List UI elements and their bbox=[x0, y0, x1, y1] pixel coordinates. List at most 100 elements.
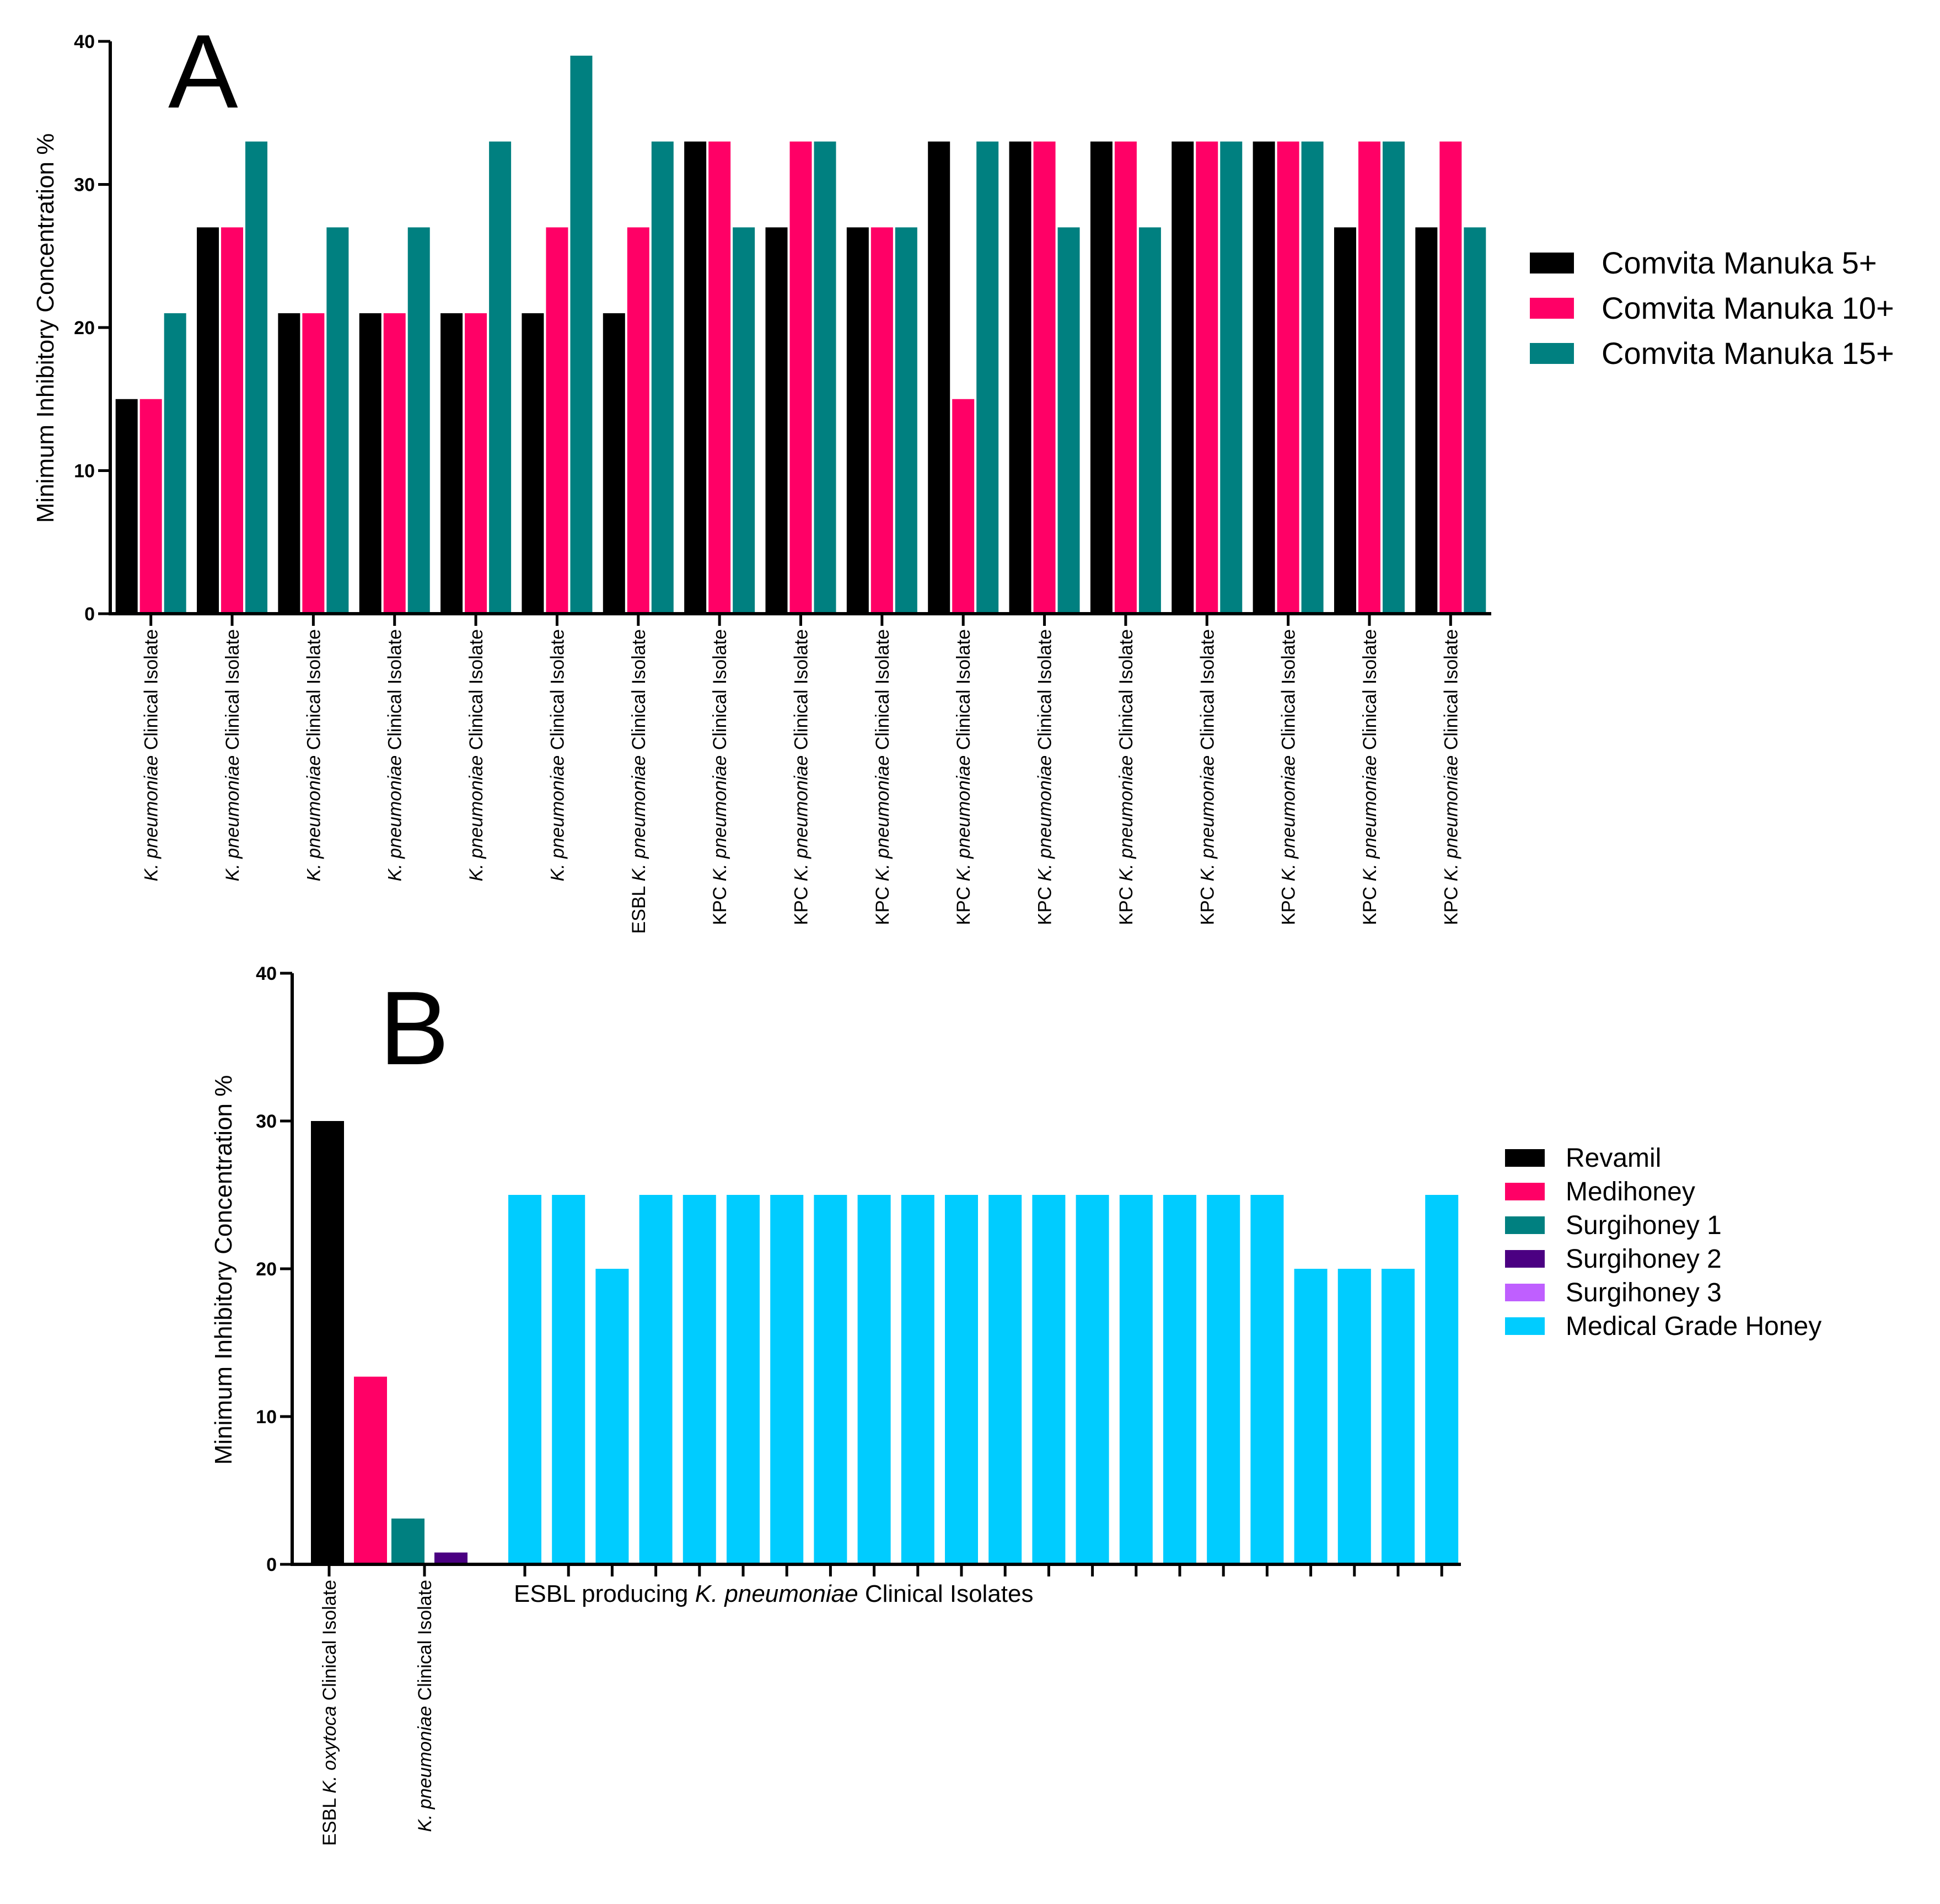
panel-b-bar bbox=[1294, 1269, 1328, 1564]
panel-a-bar bbox=[383, 313, 406, 614]
panel-b-legend-swatch bbox=[1505, 1317, 1545, 1335]
panel-a-category-label-species: K. pneumoniae bbox=[466, 755, 487, 882]
panel-a-bar bbox=[1090, 141, 1113, 614]
panel-a-legend-label: Comvita Manuka 5+ bbox=[1602, 245, 1877, 280]
panel-a-category-label: K. pneumoniae Clinical Isolate bbox=[303, 629, 324, 881]
panel-b-category-label-prefix: ESBL bbox=[319, 1793, 340, 1846]
panel-b-bar bbox=[727, 1195, 760, 1564]
panel-a-category-label-suffix: Clinical Isolate bbox=[1441, 629, 1461, 755]
panel-a-letter: A bbox=[168, 13, 238, 130]
panel-a-bar bbox=[489, 141, 512, 614]
panel-b-bar bbox=[1337, 1269, 1371, 1564]
panel-a-legend: Comvita Manuka 5+ Comvita Manuka 10+ Comvi… bbox=[1530, 245, 1894, 371]
panel-a-legend-swatch bbox=[1530, 253, 1574, 273]
panel-b-legend-label: Surgihoney 3 bbox=[1566, 1278, 1722, 1307]
panel-a-category-label-suffix: Clinical Isolate bbox=[628, 629, 649, 755]
panel-a-chart: A Minimum Inhibitory Concentration % 0 10… bbox=[32, 13, 1894, 934]
panel-a-category-label-suffix: Clinical Isolate bbox=[1116, 629, 1137, 755]
panel-a-bar bbox=[326, 227, 349, 614]
panel-a-category-label-prefix: ESBL bbox=[628, 881, 649, 934]
panel-a-bar bbox=[278, 313, 300, 614]
panel-a-category-label-prefix: KPC bbox=[1278, 881, 1299, 925]
panel-b-legend-swatch bbox=[1505, 1183, 1545, 1200]
panel-a-category-label-suffix: Clinical Isolate bbox=[1359, 629, 1380, 755]
panel-a-category-label: KPC K. pneumoniae Clinical Isolate bbox=[1035, 629, 1056, 925]
panel-a-category-label: K. pneumoniae Clinical Isolate bbox=[547, 629, 568, 881]
panel-b-letter: B bbox=[379, 970, 449, 1087]
panel-a-category-label-species: K. pneumoniae bbox=[222, 755, 243, 882]
panel-a-bar bbox=[952, 399, 975, 614]
panel-a-category-label: K. pneumoniae Clinical Isolate bbox=[385, 629, 406, 881]
panel-a-category-label-suffix: Clinical Isolate bbox=[1278, 629, 1299, 755]
panel-b-group-label: ESBL producing K. pneumoniae Clinical Is… bbox=[514, 1580, 1034, 1607]
panel-a-y-tick-label: 0 bbox=[84, 604, 95, 625]
panel-a-category-label: KPC K. pneumoniae Clinical Isolate bbox=[1197, 629, 1218, 925]
panel-a-bar bbox=[1439, 141, 1462, 614]
panel-a-y-axis-title: Minimum Inhibitory Concentration % bbox=[32, 133, 59, 523]
panel-b-category-label-species: K. oxytoca bbox=[319, 1706, 340, 1794]
panel-a-category-label: K. pneumoniae Clinical Isolate bbox=[466, 629, 487, 881]
panel-a-legend-label: Comvita Manuka 10+ bbox=[1602, 291, 1894, 325]
panel-a-y-tick-label: 20 bbox=[74, 318, 95, 339]
panel-b-category-label: ESBL K. oxytoca Clinical Isolate bbox=[319, 1580, 340, 1846]
panel-b-y-tick-label: 10 bbox=[256, 1407, 277, 1428]
panel-a-category-label: KPC K. pneumoniae Clinical Isolate bbox=[872, 629, 893, 925]
panel-b-bar bbox=[1382, 1269, 1415, 1564]
panel-a-legend-swatch bbox=[1530, 298, 1574, 319]
panel-a-category-label: KPC K. pneumoniae Clinical Isolate bbox=[791, 629, 812, 925]
panel-a-bar bbox=[440, 313, 463, 614]
panel-b-bar bbox=[508, 1195, 541, 1564]
panel-a-category-label-suffix: Clinical Isolate bbox=[1197, 629, 1218, 755]
panel-a-category-label-species: K. pneumoniae bbox=[141, 755, 162, 882]
panel-a-bar bbox=[708, 141, 731, 614]
panel-b-bar bbox=[1076, 1195, 1109, 1564]
panel-b-legend-swatch bbox=[1505, 1284, 1545, 1301]
panel-a-bar bbox=[115, 399, 138, 614]
panel-a-category-label-suffix: Clinical Isolate bbox=[710, 629, 730, 755]
panel-b-y-tick-label: 40 bbox=[256, 963, 277, 984]
panel-a-category-label-species: K. pneumoniae bbox=[872, 755, 893, 882]
panel-a-category-label-prefix: KPC bbox=[953, 881, 974, 925]
panel-a-legend-label: Comvita Manuka 15+ bbox=[1602, 336, 1894, 371]
panel-a-category-label: KPC K. pneumoniae Clinical Isolate bbox=[1441, 629, 1461, 925]
panel-b-category-label-suffix: Clinical Isolate bbox=[415, 1580, 436, 1706]
panel-a-bar bbox=[603, 313, 625, 614]
panel-b-legend-swatch bbox=[1505, 1250, 1545, 1268]
panel-b-bar bbox=[1032, 1195, 1066, 1564]
panel-a-category-label-suffix: Clinical Isolate bbox=[385, 629, 406, 755]
panel-b-bar bbox=[814, 1195, 847, 1564]
panel-b-legend-swatch bbox=[1505, 1216, 1545, 1234]
panel-a-bar bbox=[1301, 141, 1324, 614]
panel-a-bar bbox=[1253, 141, 1275, 614]
panel-a-category-label-suffix: Clinical Isolate bbox=[547, 629, 568, 755]
panel-a-bar bbox=[221, 227, 244, 614]
panel-a-bar bbox=[546, 227, 568, 614]
panel-a-bar bbox=[570, 55, 593, 614]
panel-a-bar bbox=[789, 141, 812, 614]
panel-b-category-label-species: K. pneumoniae bbox=[415, 1706, 436, 1832]
panel-a-bar bbox=[895, 227, 917, 614]
panel-b-legend-label: Medical Grade Honey bbox=[1566, 1312, 1821, 1341]
panel-a-bar bbox=[1464, 227, 1486, 614]
panel-a-category-label-suffix: Clinical Isolate bbox=[141, 629, 162, 755]
panel-a-category-label-suffix: Clinical Isolate bbox=[303, 629, 324, 755]
panel-b-y-tick-label: 20 bbox=[256, 1259, 277, 1280]
panel-b-bar bbox=[354, 1376, 387, 1564]
panel-a-category-label: ESBL K. pneumoniae Clinical Isolate bbox=[628, 629, 649, 934]
panel-a-category-label-suffix: Clinical Isolate bbox=[222, 629, 243, 755]
panel-b-group-label-prefix: ESBL producing bbox=[514, 1580, 695, 1607]
panel-a-bar bbox=[245, 141, 268, 614]
panel-a-bar bbox=[1358, 141, 1380, 614]
panel-a-category-label-prefix: KPC bbox=[1441, 881, 1461, 925]
panel-a-category-label-suffix: Clinical Isolate bbox=[791, 629, 812, 755]
panel-a-bar bbox=[684, 141, 707, 614]
panel-a-category-label-species: K. pneumoniae bbox=[1035, 755, 1056, 882]
panel-b-category-label-suffix: Clinical Isolate bbox=[319, 1580, 340, 1706]
panel-a-category-label-species: K. pneumoniae bbox=[547, 755, 568, 882]
panel-b-group-label-species: K. pneumoniae bbox=[695, 1580, 858, 1607]
panel-a-category-label-suffix: Clinical Isolate bbox=[466, 629, 487, 755]
panel-a-category-label-prefix: KPC bbox=[1116, 881, 1137, 925]
panel-a-bar bbox=[814, 141, 836, 614]
panel-a-bar bbox=[1114, 141, 1137, 614]
